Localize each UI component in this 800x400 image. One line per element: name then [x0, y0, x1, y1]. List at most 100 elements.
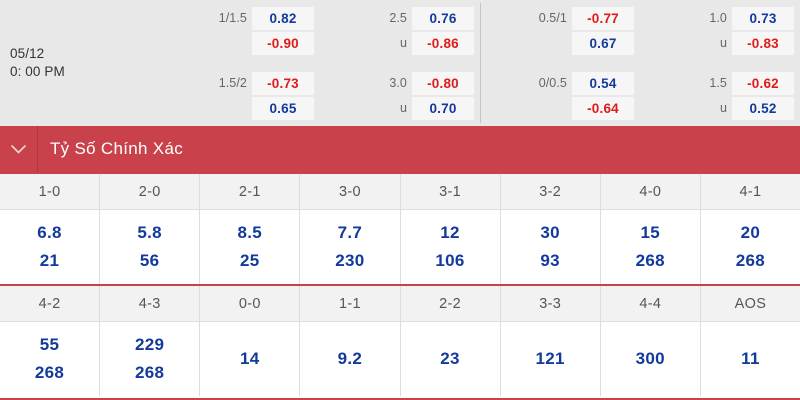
odds-line[interactable]: 1.0 0.73: [640, 6, 794, 30]
score-values[interactable]: 7.7 230: [300, 210, 400, 284]
score-value[interactable]: 30: [540, 223, 560, 242]
score-cell-2-0[interactable]: 2-0 5.8 56: [100, 174, 201, 284]
score-grid-row-2: 4-2 55 268 4-3 229 268 0-0 14: [0, 286, 800, 400]
score-values[interactable]: 300: [600, 322, 700, 396]
odds-line[interactable]: 3.0 -0.80: [320, 71, 474, 95]
odds-column-handicap-right: 0.5/1 -0.77 0.67 0/0.5 0.54 -0: [480, 0, 640, 126]
score-values[interactable]: 12 106: [400, 210, 500, 284]
score-values[interactable]: 14: [200, 322, 300, 396]
odds-line[interactable]: 0.67: [480, 31, 634, 55]
score-values[interactable]: 5.8 56: [100, 210, 200, 284]
score-cell-4-3[interactable]: 4-3 229 268: [100, 286, 201, 396]
score-values[interactable]: 55 268: [0, 322, 100, 396]
score-label: 3-0: [300, 174, 400, 210]
odds-line[interactable]: 0.65: [160, 96, 314, 120]
score-value[interactable]: 229: [135, 335, 165, 354]
score-label: 3-2: [500, 174, 600, 210]
section-collapse-toggle[interactable]: [0, 126, 38, 172]
score-cell-1-1[interactable]: 1-1 9.2: [300, 286, 401, 396]
score-cell-0-0[interactable]: 0-0 14: [200, 286, 301, 396]
odds-value-box[interactable]: -0.83: [732, 31, 794, 55]
score-value[interactable]: 15: [640, 223, 661, 242]
match-time: 0: 00 PM: [10, 64, 65, 79]
score-value[interactable]: 6.8: [37, 223, 62, 242]
odds-value-box[interactable]: 0.76: [412, 6, 474, 30]
odds-value-box[interactable]: 0.52: [732, 96, 794, 120]
odds-value-box[interactable]: 0.54: [572, 71, 634, 95]
score-values[interactable]: 229 268: [100, 322, 200, 396]
odds-line[interactable]: 1.5/2 -0.73: [160, 71, 314, 95]
odds-line[interactable]: 0/0.5 0.54: [480, 71, 634, 95]
odds-value-box[interactable]: 0.82: [252, 6, 314, 30]
score-value[interactable]: 268: [735, 251, 766, 270]
odds-line-label: u: [719, 36, 727, 50]
score-value[interactable]: 55: [39, 335, 60, 354]
score-value[interactable]: 23: [440, 349, 460, 368]
score-cell-3-2[interactable]: 3-2 30 93: [500, 174, 601, 284]
score-value[interactable]: 268: [135, 363, 165, 382]
score-cell-4-2[interactable]: 4-2 55 268: [0, 286, 101, 396]
score-value[interactable]: 21: [39, 251, 60, 270]
score-value[interactable]: 20: [740, 223, 761, 242]
odds-line[interactable]: u 0.52: [640, 96, 794, 120]
odds-line[interactable]: 0.5/1 -0.77: [480, 6, 634, 30]
odds-line[interactable]: u -0.83: [640, 31, 794, 55]
score-cell-aos[interactable]: AOS 11: [700, 286, 800, 396]
odds-line[interactable]: 1/1.5 0.82: [160, 6, 314, 30]
score-value[interactable]: 5.8: [137, 223, 162, 242]
score-cell-4-4[interactable]: 4-4 300: [600, 286, 701, 396]
odds-value-box[interactable]: -0.86: [412, 31, 474, 55]
score-cell-2-1[interactable]: 2-1 8.5 25: [200, 174, 301, 284]
odds-value-box[interactable]: -0.62: [732, 71, 794, 95]
score-cell-4-1[interactable]: 4-1 20 268: [700, 174, 800, 284]
score-values[interactable]: 11: [700, 322, 800, 396]
odds-line[interactable]: -0.90: [160, 31, 314, 55]
odds-value-box[interactable]: 0.67: [572, 31, 634, 55]
odds-line[interactable]: -0.64: [480, 96, 634, 120]
score-value[interactable]: 25: [240, 251, 260, 270]
score-value[interactable]: 7.7: [337, 223, 363, 242]
score-cell-3-1[interactable]: 3-1 12 106: [400, 174, 501, 284]
odds-value-box[interactable]: -0.80: [412, 71, 474, 95]
score-values[interactable]: 9.2: [300, 322, 400, 396]
odds-value-box[interactable]: -0.64: [572, 96, 634, 120]
odds-value-box[interactable]: -0.73: [252, 71, 314, 95]
score-values[interactable]: 30 93: [500, 210, 600, 284]
score-value[interactable]: 11: [741, 349, 760, 368]
score-values[interactable]: 121: [500, 322, 600, 396]
odds-line[interactable]: u 0.70: [320, 96, 474, 120]
score-values[interactable]: 8.5 25: [200, 210, 300, 284]
score-value[interactable]: 9.2: [337, 349, 363, 368]
score-cell-4-0[interactable]: 4-0 15 268: [600, 174, 701, 284]
score-label: 4-2: [0, 286, 100, 322]
score-value[interactable]: 56: [139, 251, 160, 270]
score-value[interactable]: 12: [440, 223, 460, 242]
odds-value-box[interactable]: -0.77: [572, 6, 634, 30]
score-value[interactable]: 14: [240, 349, 260, 368]
score-value[interactable]: 300: [635, 349, 665, 368]
score-cell-2-2[interactable]: 2-2 23: [400, 286, 501, 396]
score-value[interactable]: 106: [435, 251, 465, 270]
odds-value-box[interactable]: -0.90: [252, 31, 314, 55]
odds-value-box[interactable]: 0.73: [732, 6, 794, 30]
score-values[interactable]: 20 268: [700, 210, 800, 284]
score-cell-1-0[interactable]: 1-0 6.8 21: [0, 174, 101, 284]
score-value[interactable]: 8.5: [237, 223, 263, 242]
odds-line[interactable]: 2.5 0.76: [320, 6, 474, 30]
odds-value-box[interactable]: 0.70: [412, 96, 474, 120]
odds-line[interactable]: u -0.86: [320, 31, 474, 55]
score-value[interactable]: 230: [335, 251, 365, 270]
odds-line[interactable]: 1.5 -0.62: [640, 71, 794, 95]
section-header-correct-score[interactable]: Tỷ Số Chính Xác: [0, 126, 800, 172]
score-value[interactable]: 268: [635, 251, 665, 270]
score-values[interactable]: 23: [400, 322, 500, 396]
score-value[interactable]: 121: [535, 349, 565, 368]
score-cell-3-0[interactable]: 3-0 7.7 230: [300, 174, 401, 284]
odds-group: 2.5 0.76 u -0.86: [320, 6, 474, 55]
score-value[interactable]: 268: [34, 363, 65, 382]
odds-value-box[interactable]: 0.65: [252, 96, 314, 120]
score-values[interactable]: 6.8 21: [0, 210, 100, 284]
score-value[interactable]: 93: [540, 251, 560, 270]
score-cell-3-3[interactable]: 3-3 121: [500, 286, 601, 396]
score-values[interactable]: 15 268: [600, 210, 700, 284]
